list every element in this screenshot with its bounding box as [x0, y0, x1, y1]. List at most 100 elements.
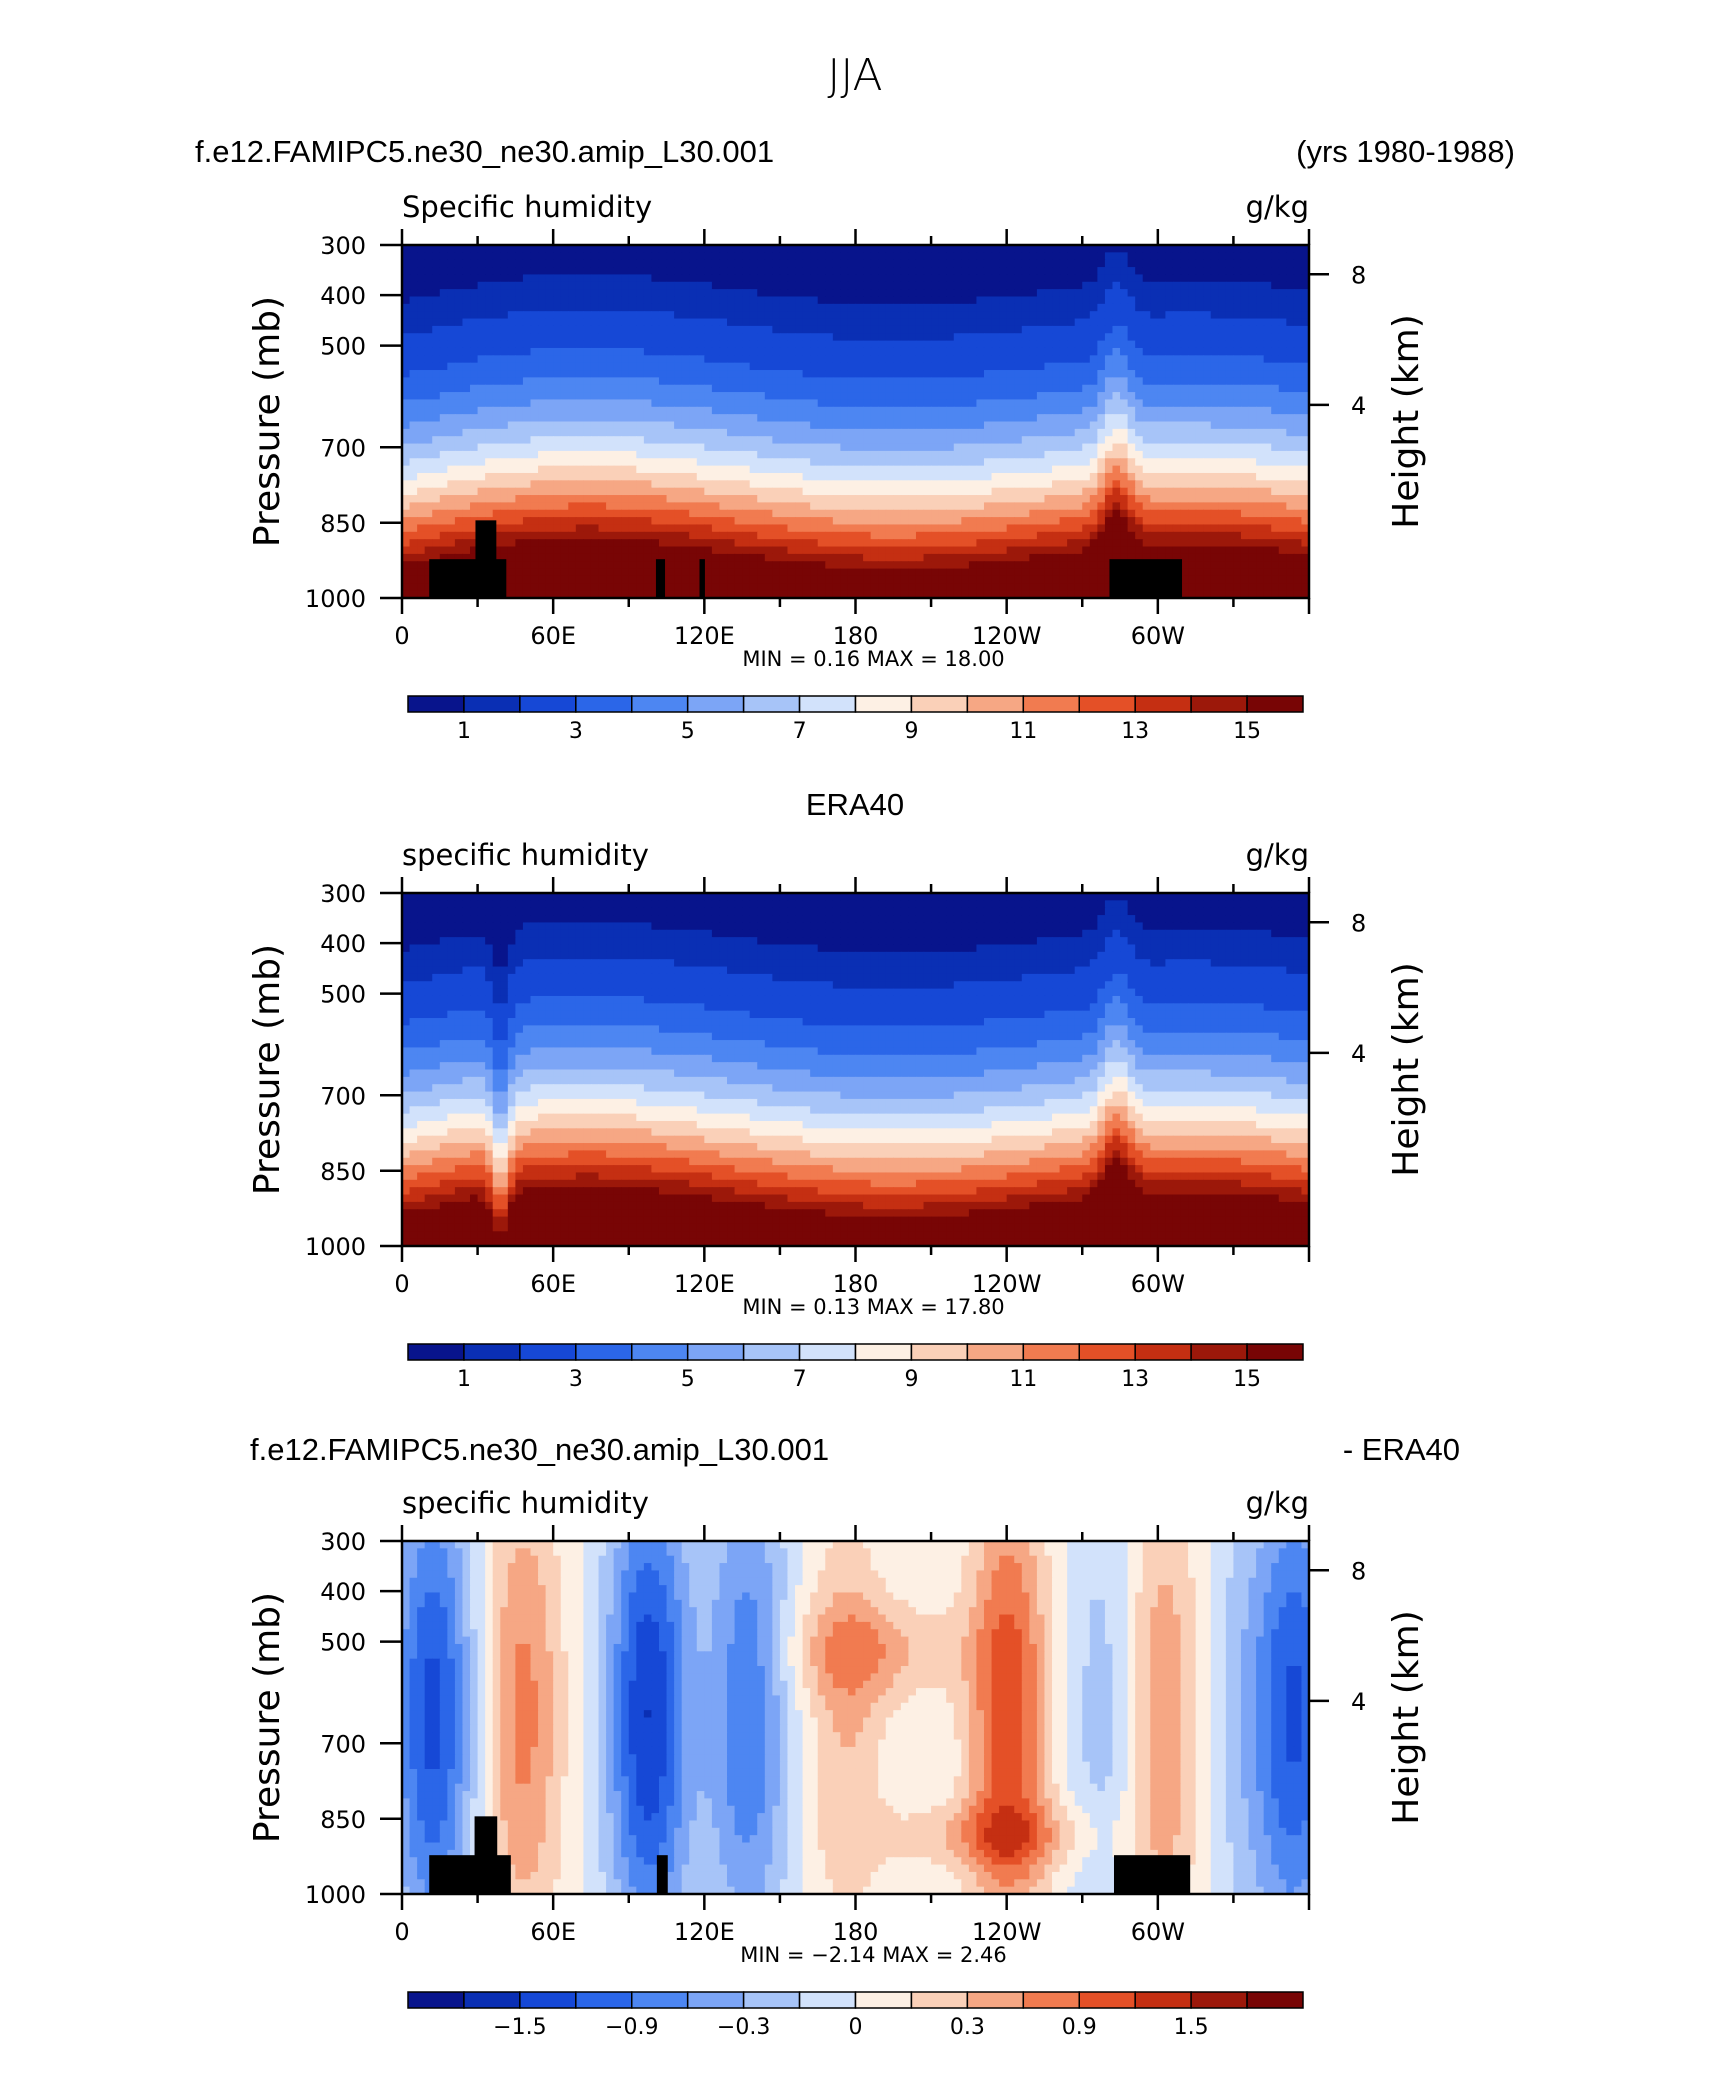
heat-cell	[1014, 355, 1023, 364]
heat-cell	[991, 443, 1000, 452]
heat-cell	[976, 333, 985, 342]
heat-cell	[825, 509, 834, 518]
heat-cell	[1203, 355, 1212, 364]
heat-cell	[983, 539, 993, 548]
heat-cell	[1097, 502, 1106, 511]
heat-cell	[583, 509, 592, 518]
heat-cell	[417, 517, 426, 526]
heat-cell	[734, 333, 743, 342]
heat-cell	[1240, 296, 1250, 305]
heat-cell	[462, 392, 471, 401]
heat-cell	[628, 370, 637, 378]
heat-cell	[832, 531, 841, 540]
heat-cell	[711, 340, 721, 349]
heat-cell	[832, 428, 841, 437]
heat-cell	[863, 362, 872, 371]
heat-cell	[666, 384, 675, 393]
heat-cell	[1286, 399, 1295, 408]
heat-cell	[727, 495, 736, 503]
heat-cell	[863, 458, 872, 467]
heat-cell	[1021, 539, 1030, 548]
heat-cell	[417, 384, 426, 393]
heat-cell	[870, 318, 879, 327]
heat-cell	[1029, 524, 1038, 533]
heat-cell	[651, 259, 660, 268]
heat-cell	[900, 296, 910, 305]
heat-cell	[946, 347, 955, 356]
heat-cell	[1180, 443, 1189, 452]
heat-cell	[938, 495, 947, 503]
heat-cell	[606, 399, 615, 408]
heat-cell	[485, 355, 494, 364]
heat-cell	[1142, 480, 1151, 489]
heat-cell	[1112, 472, 1121, 481]
heat-cell	[1052, 355, 1061, 364]
heat-cell	[923, 377, 932, 386]
heat-cell	[1150, 428, 1159, 437]
heat-cell	[923, 370, 932, 378]
heat-cell	[1195, 281, 1204, 290]
heat-cell	[1263, 524, 1272, 533]
heat-cell	[757, 509, 766, 518]
heat-cell	[417, 436, 426, 445]
heat-cell	[999, 472, 1008, 481]
heat-cell	[500, 303, 509, 312]
heat-cell	[1248, 289, 1257, 298]
heat-cell	[590, 399, 600, 408]
heat-cell	[772, 245, 781, 253]
heat-cell	[840, 531, 849, 540]
heat-cell	[470, 531, 479, 540]
heat-cell	[1059, 443, 1068, 452]
heat-cell	[432, 495, 441, 503]
heat-cell	[538, 414, 547, 423]
heat-cell	[658, 267, 668, 276]
heat-cell	[772, 509, 781, 518]
heat-cell	[424, 436, 433, 445]
heat-cell	[1256, 311, 1265, 320]
heat-cell	[1127, 362, 1136, 371]
heat-cell	[1150, 443, 1159, 452]
heat-cell	[470, 465, 479, 474]
heat-cell	[983, 340, 993, 349]
heat-cell	[1089, 296, 1098, 305]
heat-cell	[462, 414, 471, 423]
heat-cell	[477, 318, 486, 327]
heat-cell	[1127, 487, 1136, 496]
heat-cell	[795, 325, 804, 334]
heat-cell	[575, 392, 584, 401]
heat-cell	[454, 377, 464, 386]
heat-cell	[1225, 340, 1235, 349]
heat-cell	[522, 362, 532, 371]
heat-cell	[840, 325, 849, 334]
heat-cell	[976, 472, 985, 481]
heat-cell	[749, 414, 758, 423]
heat-cell	[492, 517, 501, 526]
heat-cell	[590, 509, 600, 518]
heat-cell	[1195, 450, 1204, 459]
heat-cell	[477, 392, 486, 401]
heat-cell	[1059, 340, 1068, 349]
heat-cell	[454, 274, 464, 283]
heat-cell	[923, 406, 932, 415]
heat-cell	[1089, 414, 1098, 423]
heat-cell	[968, 414, 978, 423]
heat-cell	[727, 347, 736, 356]
heat-cell	[1097, 450, 1106, 459]
heat-cell	[999, 392, 1008, 401]
heat-cell	[779, 421, 789, 430]
heat-cell	[507, 436, 516, 445]
heat-cell	[719, 509, 728, 518]
heat-cell	[1142, 377, 1151, 386]
heat-cell	[976, 436, 985, 445]
heat-cell	[500, 517, 509, 526]
heat-cell	[1188, 392, 1197, 401]
heat-cell	[681, 245, 690, 253]
heat-cell	[749, 289, 758, 298]
heat-cell	[643, 531, 653, 540]
heat-cell	[885, 531, 894, 540]
heat-cell	[1014, 362, 1023, 371]
heat-cell	[1067, 370, 1076, 378]
heat-cell	[507, 340, 516, 349]
heat-cell	[1248, 311, 1257, 320]
heat-cell	[961, 450, 970, 459]
